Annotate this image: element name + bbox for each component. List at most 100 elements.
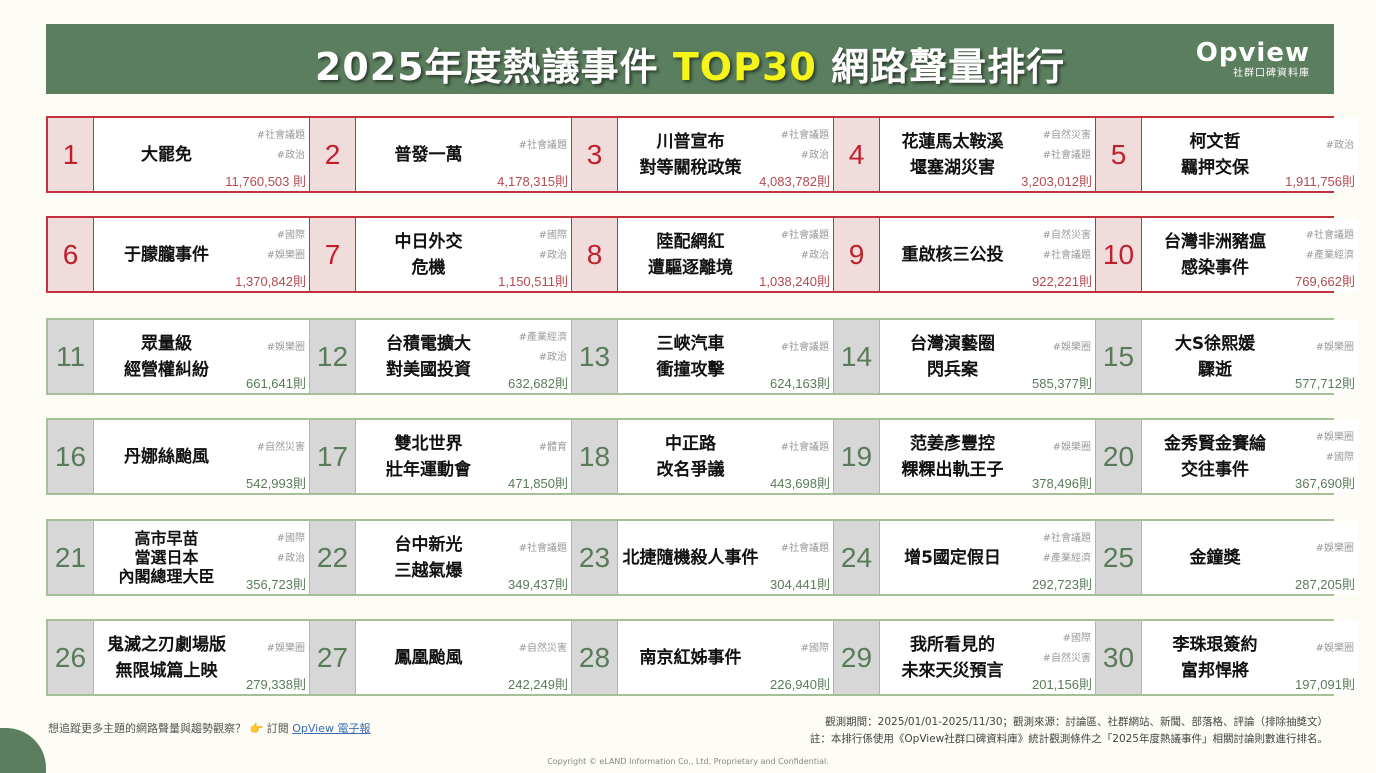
ranking-row: 16 丹娜絲颱風 #自然災害 542,993則 17 雙北世界 壯年運動會 #體育 471,85… [46, 418, 1358, 495]
mention-count: 356,723則 [246, 577, 306, 592]
ranking-row: 26 鬼滅之刃劇場版 無限城篇上映 #娛樂圈 279,338則 27 鳳凰颱風 #自然災害 24… [46, 619, 1358, 696]
category-tag: #國際 [800, 642, 829, 654]
event-card-body: 川普宣布 對等關稅政策 #社會議題 #政治 4,083,782則 [618, 118, 834, 191]
event-card-body: 陸配網紅 遭驅逐離境 #社會議題 #政治 1,038,240則 [618, 218, 834, 291]
category-tag: #娛樂圈 [266, 341, 305, 353]
mention-count: 3,203,012則 [1021, 174, 1092, 189]
event-tags: #社會議題 [781, 521, 829, 576]
mention-count: 279,338則 [246, 677, 306, 692]
rank-number: 27 [310, 621, 356, 694]
event-name: 南京紅姊事件 [618, 621, 763, 694]
event-card-body: 增5國定假日 #社會議題 #產業經濟 292,723則 [880, 521, 1096, 594]
mention-count: 577,712則 [1295, 376, 1355, 391]
event-name: 增5國定假日 [880, 521, 1025, 594]
event-name-line: 金秀賢金賽綸 [1164, 433, 1266, 454]
event-card-body: 大S徐熙媛 驟逝 #娛樂圈 577,712則 [1142, 320, 1358, 393]
rank-number: 12 [310, 320, 356, 393]
ranking-card: 8 陸配網紅 遭驅逐離境 #社會議題 #政治 1,038,240則 [572, 218, 834, 291]
category-tag: #社會議題 [1042, 149, 1091, 161]
event-card-body: 三峽汽車 衝撞攻擊 #社會議題 624,163則 [618, 320, 834, 393]
rank-number: 2 [310, 118, 356, 191]
subscribe-newsletter-link[interactable]: OpView 電子報 [292, 722, 371, 735]
category-tag: #政治 [276, 149, 305, 161]
event-name-line: 三峽汽車 [656, 333, 725, 354]
event-name: 陸配網紅 遭驅逐離境 [618, 218, 763, 291]
event-tags: #娛樂圈 [1053, 420, 1091, 475]
event-tags: #社會議題 #產業經濟 [1043, 521, 1091, 576]
event-card-body: 台灣非洲豬瘟 感染事件 #社會議題 #產業經濟 769,662則 [1142, 218, 1358, 291]
pointing-hand-icon: 👉 [249, 722, 264, 735]
event-name-line: 未來天災預言 [901, 660, 1004, 681]
ranking-card: 19 范姜彥豐控 粿粿出軌王子 #娛樂圈 378,496則 [834, 420, 1096, 493]
event-tags: #社會議題 [519, 118, 567, 173]
event-name: 李珠珢簽約 富邦悍將 [1142, 621, 1288, 694]
event-name: 大罷免 [94, 118, 239, 191]
mention-count: 292,723則 [1032, 577, 1092, 592]
category-tag: #社會議題 [780, 341, 829, 353]
category-tag: #娛樂圈 [1315, 431, 1354, 443]
mention-count: 1,038,240則 [759, 274, 830, 289]
mention-count: 1,370,842則 [235, 274, 306, 289]
event-card-body: 眾量級 經營權糾紛 #娛樂圈 661,641則 [94, 320, 310, 393]
logo-wordmark: Opview [1195, 38, 1310, 68]
event-tags: #國際 [801, 621, 829, 676]
category-tag: #社會議題 [1305, 229, 1354, 241]
event-name-line: 危機 [411, 257, 446, 278]
event-name-line: 對美國投資 [386, 359, 471, 380]
mention-count: 443,698則 [770, 476, 830, 491]
event-name: 三峽汽車 衝撞攻擊 [618, 320, 763, 393]
title-highlight: TOP30 [672, 45, 817, 89]
event-card-body: 李珠珢簽約 富邦悍將 #娛樂圈 197,091則 [1142, 621, 1358, 694]
category-tag: #社會議題 [780, 129, 829, 141]
copyright: Copyright © eLAND Information Co., Ltd. … [547, 757, 829, 766]
category-tag: #自然災害 [1042, 129, 1091, 141]
event-name-line: 感染事件 [1181, 257, 1249, 278]
event-card-body: 鳳凰颱風 #自然災害 242,249則 [356, 621, 572, 694]
event-name: 中日外交 危機 [356, 218, 501, 291]
category-tag: #社會議題 [518, 542, 567, 554]
event-name-line: 驟逝 [1198, 359, 1232, 380]
category-tag: #社會議題 [518, 139, 567, 151]
rank-number: 16 [48, 420, 94, 493]
mention-count: 542,993則 [246, 476, 306, 491]
event-card-body: 台中新光 三越氣爆 #社會議題 349,437則 [356, 521, 572, 594]
event-name: 眾量級 經營權糾紛 [94, 320, 239, 393]
event-name: 大S徐熙媛 驟逝 [1142, 320, 1288, 393]
event-name-line: 眾量級 [141, 333, 192, 354]
ranking-card: 18 中正路 改名爭議 #社會議題 443,698則 [572, 420, 834, 493]
header-banner: 2025年度熱議事件 TOP30 網路聲量排行 Opview 社群口碑資料庫 [46, 24, 1334, 94]
category-tag: #娛樂圈 [1315, 341, 1354, 353]
event-name-line: 川普宣布 [656, 131, 725, 152]
event-name-line: 重啟核三公投 [901, 244, 1004, 265]
event-tags: #娛樂圈 #國際 [1316, 420, 1354, 475]
event-tags: #社會議題 [781, 320, 829, 375]
event-tags: #娛樂圈 [1316, 621, 1354, 676]
rank-number: 1 [48, 118, 94, 191]
mention-count: 287,205則 [1295, 577, 1355, 592]
event-card-body: 我所看見的 未來天災預言 #國際 #自然災害 201,156則 [880, 621, 1096, 694]
mention-count: 197,091則 [1295, 677, 1355, 692]
promo-text: 想追蹤更多主題的網路聲量與趨勢觀察？ [48, 722, 246, 735]
rank-number: 11 [48, 320, 94, 393]
logo-subtitle: 社群口碑資料庫 [1233, 68, 1310, 79]
event-card-body: 重啟核三公投 #自然災害 #社會議題 922,221則 [880, 218, 1096, 291]
category-tag: #自然災害 [518, 642, 567, 654]
event-tags: #自然災害 #社會議題 [1043, 118, 1091, 173]
event-name-line: 台積電擴大 [386, 333, 471, 354]
event-name: 花蓮馬太鞍溪 堰塞湖災害 [880, 118, 1025, 191]
event-name: 北捷隨機殺人事件 [618, 521, 763, 594]
rank-number: 3 [572, 118, 618, 191]
event-tags: #社會議題 #政治 [781, 218, 829, 273]
event-name: 台灣非洲豬瘟 感染事件 [1142, 218, 1288, 291]
mention-count: 1,911,756則 [1285, 174, 1355, 189]
event-card-body: 柯文哲 羈押交保 #政治 1,911,756則 [1142, 118, 1358, 191]
event-tags: #國際 #娛樂圈 [267, 218, 305, 273]
event-name-line: 雙北世界 [394, 433, 463, 454]
event-card-body: 中正路 改名爭議 #社會議題 443,698則 [618, 420, 834, 493]
category-tag: #國際 [276, 532, 305, 544]
event-name-line: 柯文哲 [1189, 131, 1241, 152]
event-name: 丹娜絲颱風 [94, 420, 239, 493]
ranking-card: 26 鬼滅之刃劇場版 無限城篇上映 #娛樂圈 279,338則 [48, 621, 310, 694]
ranking-card: 21 高市早苗 當選日本 內閣總理大臣 #國際 #政治 356,723則 [48, 521, 310, 594]
rank-number: 20 [1096, 420, 1142, 493]
